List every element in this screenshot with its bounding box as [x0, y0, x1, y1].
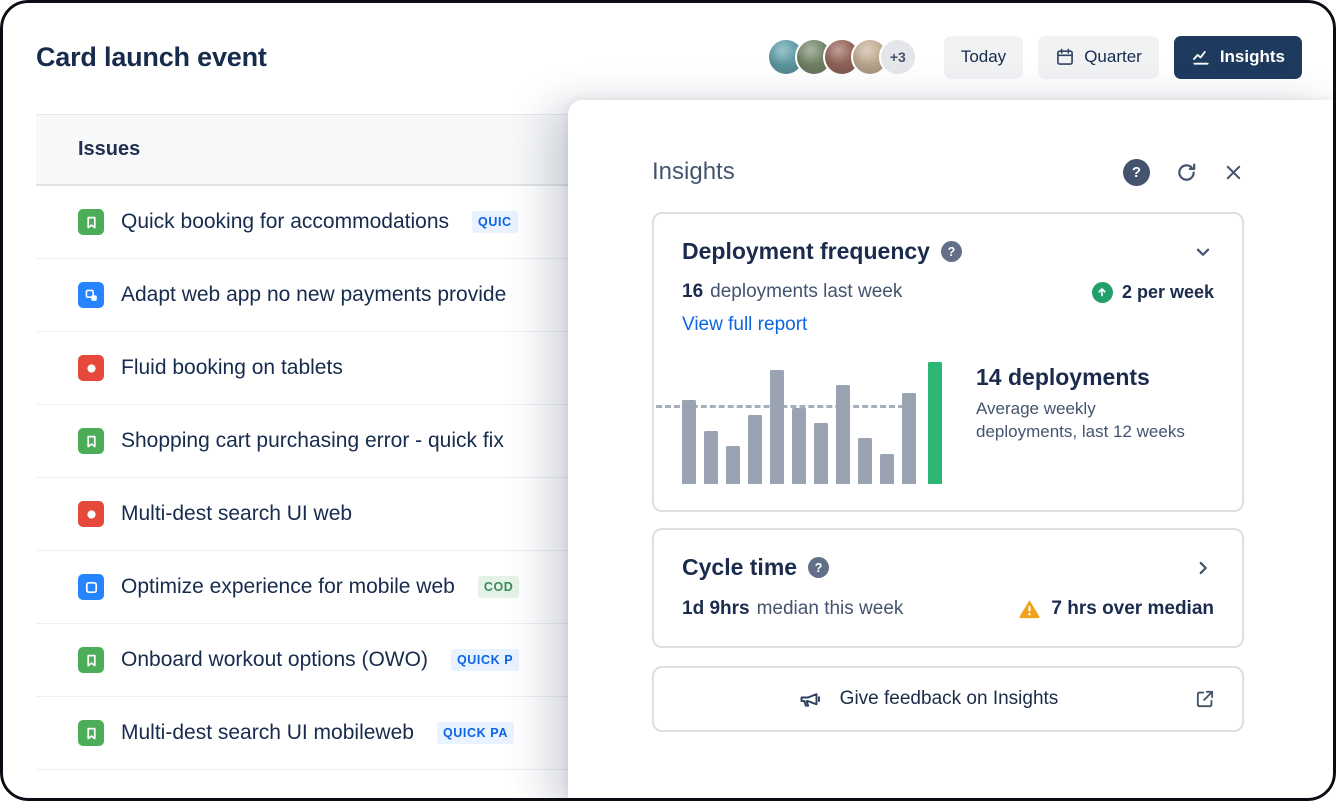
deployment-frequency-title: Deployment frequency — [682, 238, 930, 264]
bar-current-week — [928, 362, 942, 484]
bar — [814, 423, 828, 484]
view-full-report-link[interactable]: View full report — [682, 314, 808, 335]
issue-row[interactable]: Multi-dest search UI mobileweb QUICK PA — [36, 697, 656, 770]
chevron-right-icon[interactable] — [1192, 557, 1214, 579]
insights-chart-icon — [1191, 47, 1211, 67]
issues-column-header: Issues — [36, 114, 656, 186]
bar — [792, 407, 806, 484]
issue-row[interactable]: Quick booking for accommodations QUIC — [36, 186, 656, 259]
bar — [858, 438, 872, 484]
insights-panel-actions — [1123, 158, 1244, 186]
warning-icon — [1018, 597, 1041, 620]
issue-summary: Onboard workout options (OWO) — [121, 648, 428, 671]
issue-label-badge: COD — [477, 576, 520, 598]
bar — [880, 453, 894, 484]
issue-summary: Fluid booking on tablets — [121, 356, 343, 379]
deployment-frequency-card: Deployment frequency 16 deployments last… — [652, 212, 1244, 512]
average-deployments-caption: Average weekly deployments, last 12 week… — [976, 399, 1185, 441]
issues-panel: Issues Quick booking for accommodations … — [36, 114, 656, 770]
cycle-warning: 7 hrs over median — [1018, 597, 1214, 620]
issue-summary: Multi-dest search UI mobileweb — [121, 721, 414, 744]
deployment-delta: 2 per week — [1091, 281, 1214, 303]
bar — [726, 445, 740, 484]
feedback-card[interactable]: Give feedback on Insights — [652, 666, 1244, 732]
deployment-delta-label: 2 per week — [1121, 281, 1214, 302]
bar — [770, 369, 784, 484]
help-icon[interactable] — [1123, 158, 1150, 186]
subtask-icon — [78, 282, 104, 308]
story-icon — [78, 428, 104, 454]
refresh-icon[interactable] — [1175, 161, 1198, 184]
page-title: Card launch event — [36, 41, 267, 72]
deployment-bar-chart — [656, 362, 942, 484]
bar — [836, 384, 850, 484]
issue-row[interactable]: Adapt web app no new payments provide — [36, 259, 656, 332]
issue-summary: Multi-dest search UI web — [121, 502, 353, 525]
bug-icon — [78, 501, 104, 527]
insights-panel: Insights Deployment frequency — [568, 100, 1336, 801]
bar — [704, 430, 718, 484]
deployment-stat-row: 16 deployments last week 2 per week — [682, 281, 1214, 303]
deployment-title-row: Deployment frequency — [682, 238, 1214, 265]
bar — [902, 392, 916, 484]
quarter-button[interactable]: Quarter — [1038, 35, 1159, 79]
issue-summary: Quick booking for accommodations — [121, 210, 449, 233]
feedback-label: Give feedback on Insights — [839, 688, 1059, 709]
issue-summary: Optimize experience for mobile web — [121, 575, 455, 598]
task-icon — [78, 574, 104, 600]
deployment-chart: 14 deployments Average weekly deployment… — [656, 362, 1214, 484]
today-button[interactable]: Today — [943, 35, 1024, 79]
avatar-group[interactable]: +3 — [766, 38, 917, 76]
story-icon — [78, 720, 104, 746]
today-button-label: Today — [960, 47, 1007, 66]
header-controls: +3 Today Quarter Insights — [766, 35, 1302, 79]
issue-summary: Shopping cart purchasing error - quick f… — [121, 429, 504, 452]
chevron-down-icon[interactable] — [1192, 241, 1214, 263]
bar — [748, 415, 762, 484]
issue-label-badge: QUICK P — [450, 649, 520, 671]
insights-button[interactable]: Insights — [1173, 35, 1302, 79]
issue-label-badge: QUICK PA — [436, 722, 514, 744]
cycle-median-value: 1d 9hrs — [682, 597, 750, 619]
deployments-count-label: deployments last week — [710, 281, 903, 302]
issues-list: Quick booking for accommodations QUIC Ad… — [36, 186, 656, 770]
cycle-time-card: Cycle time 1d 9hrs median this week 7 hr… — [652, 528, 1244, 648]
cycle-warning-label: 7 hrs over median — [1051, 597, 1214, 619]
issue-row[interactable]: Shopping cart purchasing error - quick f… — [36, 405, 656, 478]
issue-row[interactable]: Multi-dest search UI web — [36, 478, 656, 551]
cycle-help-icon[interactable] — [808, 557, 830, 578]
bar — [682, 400, 696, 484]
cycle-median-label: median this week — [756, 597, 904, 619]
deployment-help-icon[interactable] — [940, 241, 962, 262]
issue-row[interactable]: Onboard workout options (OWO) QUICK P — [36, 624, 656, 697]
avatar-overflow-count[interactable]: +3 — [878, 38, 917, 76]
close-icon[interactable] — [1223, 162, 1244, 183]
quarter-button-label: Quarter — [1084, 47, 1142, 66]
issues-column-title: Issues — [78, 138, 141, 160]
cycle-stat-row: 1d 9hrs median this week 7 hrs over medi… — [682, 597, 1214, 620]
insights-button-label: Insights — [1219, 47, 1285, 66]
megaphone-icon — [798, 687, 822, 711]
external-link-icon[interactable] — [1194, 688, 1216, 710]
issue-label-badge: QUIC — [472, 211, 518, 233]
arrow-up-icon — [1091, 281, 1113, 303]
story-icon — [78, 647, 104, 673]
insights-panel-header: Insights — [652, 158, 1244, 186]
deployments-count: 16 — [682, 281, 704, 302]
issue-row[interactable]: Optimize experience for mobile web COD — [36, 551, 656, 624]
insights-panel-title: Insights — [652, 158, 735, 185]
calendar-icon — [1055, 47, 1075, 67]
app-header: Card launch event +3 Today Quarter Insig… — [0, 0, 1336, 114]
bug-icon — [78, 355, 104, 381]
deployment-chart-annotation: 14 deployments Average weekly deployment… — [976, 362, 1214, 444]
story-icon — [78, 209, 104, 235]
average-deployments-value: 14 deployments — [976, 364, 1150, 390]
issue-row[interactable]: Fluid booking on tablets — [36, 332, 656, 405]
cycle-title-row: Cycle time — [682, 554, 1214, 581]
issue-summary: Adapt web app no new payments provide — [121, 283, 507, 306]
cycle-time-title: Cycle time — [682, 554, 798, 580]
